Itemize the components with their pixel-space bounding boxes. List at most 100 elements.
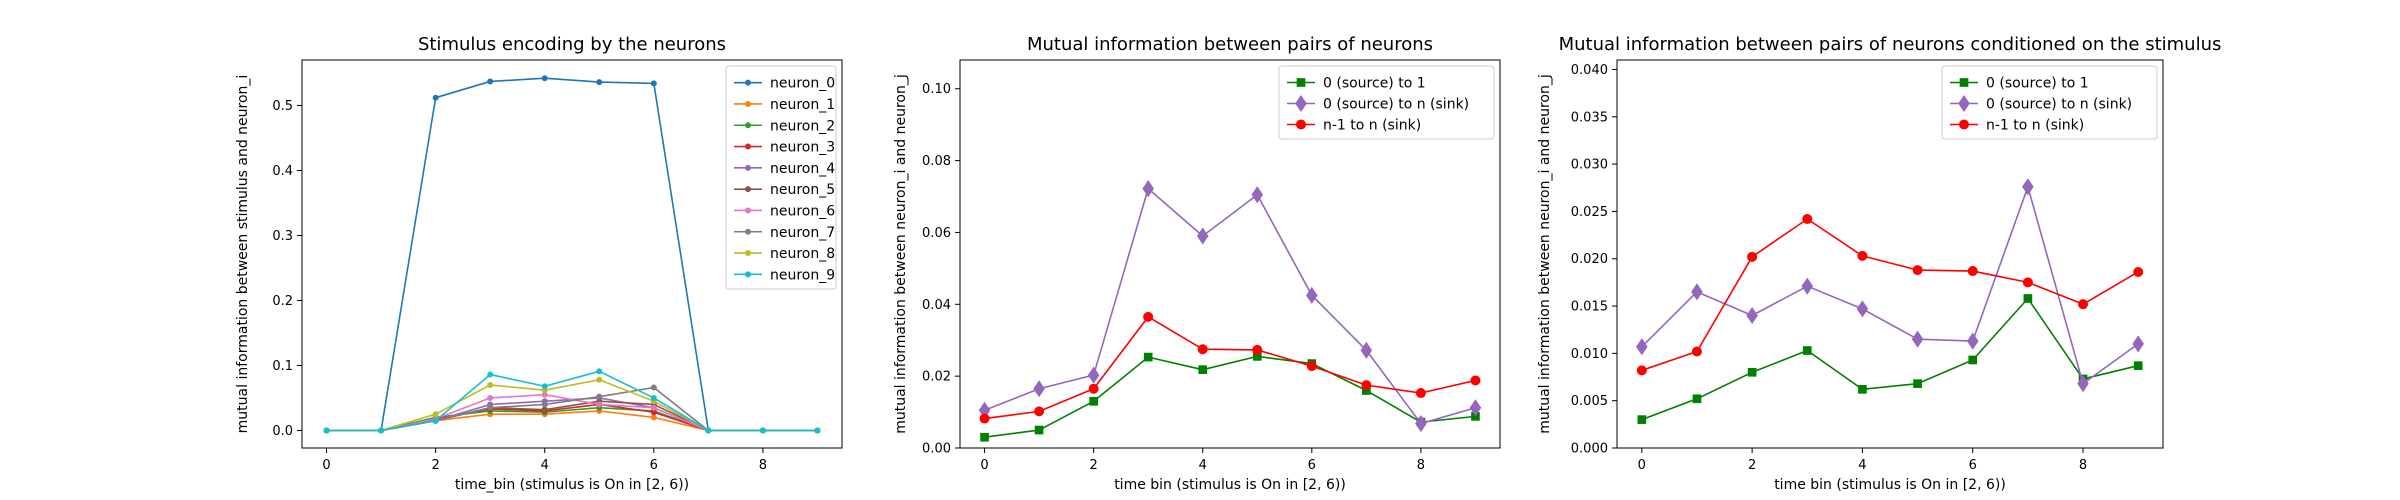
series-neuron-3: [323, 401, 821, 434]
y-tick-label: 0.5: [272, 99, 293, 114]
data-point: [1691, 346, 1702, 357]
data-point: [650, 80, 657, 87]
legend-item: neuron_7: [734, 225, 835, 241]
x-tick-label: 4: [541, 458, 549, 473]
data-point: [2022, 277, 2033, 288]
data-point: [1637, 415, 1647, 424]
legend-label: n-1 to n (sink): [1323, 118, 1421, 134]
data-point: [1143, 352, 1153, 362]
legend: neuron_0 neuron_1 neuron_2 neuron_3 neuron_4…: [725, 65, 837, 290]
series-line-0-source-to-1: [1641, 297, 2139, 421]
data-point: [1142, 180, 1154, 198]
y-tick-label: 0.020: [1571, 252, 1608, 267]
data-point: [487, 381, 494, 388]
data-point: [596, 393, 603, 400]
legend-item: neuron_0: [734, 76, 835, 92]
series-neuron-9: [323, 368, 821, 434]
data-point: [1196, 227, 1209, 245]
data-point: [1089, 396, 1098, 406]
y-tick-label: 0.10: [922, 82, 951, 97]
legend-label: 0 (source) to n (sink): [1986, 97, 2132, 113]
legend-item: neuron_3: [734, 140, 835, 156]
data-point: [596, 401, 603, 408]
x-axis-label: time bin (stimulus is On in [2, 6)): [1114, 477, 1346, 493]
series-neuron-2: [323, 404, 821, 434]
series-0-source-to-n-sink: [978, 180, 1482, 433]
data-point: [596, 79, 603, 86]
series-line-n-1-to-n-sink: [984, 316, 1476, 420]
data-point: [487, 371, 494, 378]
chart-title: Mutual information between pairs of neur…: [1027, 34, 1433, 55]
legend-label: neuron_1: [770, 97, 835, 113]
data-point: [1198, 365, 1208, 375]
data-point: [979, 413, 990, 424]
data-point: [705, 427, 712, 434]
data-point: [1143, 311, 1154, 322]
legend-label: neuron_5: [770, 182, 835, 198]
data-point: [1251, 186, 1264, 204]
data-point: [1197, 344, 1208, 355]
y-tick-label: 0.08: [922, 154, 951, 169]
legend: 0 (source) to 1 0 (source) to n (sink) n-1…: [1941, 65, 2158, 140]
legend-label: neuron_9: [770, 267, 835, 283]
data-point: [1360, 341, 1373, 359]
legend-item: neuron_5: [734, 182, 835, 198]
legend-label: neuron_0: [770, 76, 835, 92]
x-axis-label: time bin (stimulus is On in [2, 6)): [1774, 477, 2006, 493]
legend-item: neuron_4: [734, 161, 835, 177]
x-tick-label: 8: [2079, 458, 2087, 473]
y-tick-label: 0.000: [1571, 442, 1608, 457]
y-tick-label: 0.0: [272, 424, 293, 439]
x-tick-label: 2: [1089, 458, 1097, 473]
data-point: [1858, 385, 1867, 394]
data-point: [1913, 379, 1922, 388]
data-point: [650, 414, 657, 421]
data-point: [650, 384, 657, 391]
data-point: [1087, 366, 1100, 384]
legend-swatch-marker: [745, 228, 751, 235]
legend-swatch-marker: [1296, 119, 1306, 130]
data-point: [2022, 178, 2034, 196]
data-point: [596, 368, 603, 375]
data-point: [487, 394, 494, 401]
legend-label: neuron_2: [770, 118, 835, 134]
legend-swatch-marker: [745, 122, 751, 129]
data-point: [541, 401, 548, 408]
legend-label: neuron_8: [770, 246, 835, 262]
data-point: [1747, 251, 1758, 262]
y-axis-label: mutual information between neuron_i and …: [1537, 74, 1553, 434]
legend-label: neuron_4: [770, 161, 835, 177]
legend-swatch-marker: [745, 271, 751, 278]
y-tick-label: 0.015: [1571, 300, 1608, 315]
subplot-stimulus-encoding: Stimulus encoding by the neurons 0 2 4 6 8 0.0…: [235, 34, 843, 493]
data-point: [2023, 294, 2033, 303]
x-tick-label: 2: [431, 458, 439, 473]
y-tick-label: 0.025: [1571, 205, 1608, 220]
data-point: [432, 411, 439, 418]
legend-label: 0 (source) to 1: [1323, 76, 1426, 92]
y-axis-label: mutual information between neuron_i and …: [893, 74, 909, 434]
data-point: [1691, 283, 1703, 301]
legend-swatch-marker: [745, 164, 751, 171]
data-point: [1968, 355, 1978, 365]
series-line-0-source-to-n-sink: [1641, 186, 2139, 385]
data-point: [1636, 338, 1648, 356]
data-point: [650, 404, 657, 411]
y-tick-label: 0.030: [1571, 158, 1608, 173]
data-point: [1746, 306, 1758, 325]
data-point: [1747, 367, 1757, 377]
y-tick-label: 0.1: [272, 359, 293, 374]
x-tick-label: 6: [650, 458, 658, 473]
x-tick-label: 6: [1969, 458, 1977, 473]
y-tick-label: 0.04: [922, 298, 951, 313]
series-neuron-1: [323, 407, 821, 434]
series-n-1-to-n-sink: [1636, 213, 2144, 376]
series-0-source-to-1: [1637, 294, 2143, 424]
legend-item: neuron_9: [734, 267, 835, 283]
data-point: [980, 432, 989, 442]
data-point: [1033, 380, 1045, 398]
legend-item: neuron_1: [734, 97, 835, 113]
legend-label: 0 (source) to n (sink): [1323, 97, 1469, 113]
data-point: [1967, 266, 1978, 277]
